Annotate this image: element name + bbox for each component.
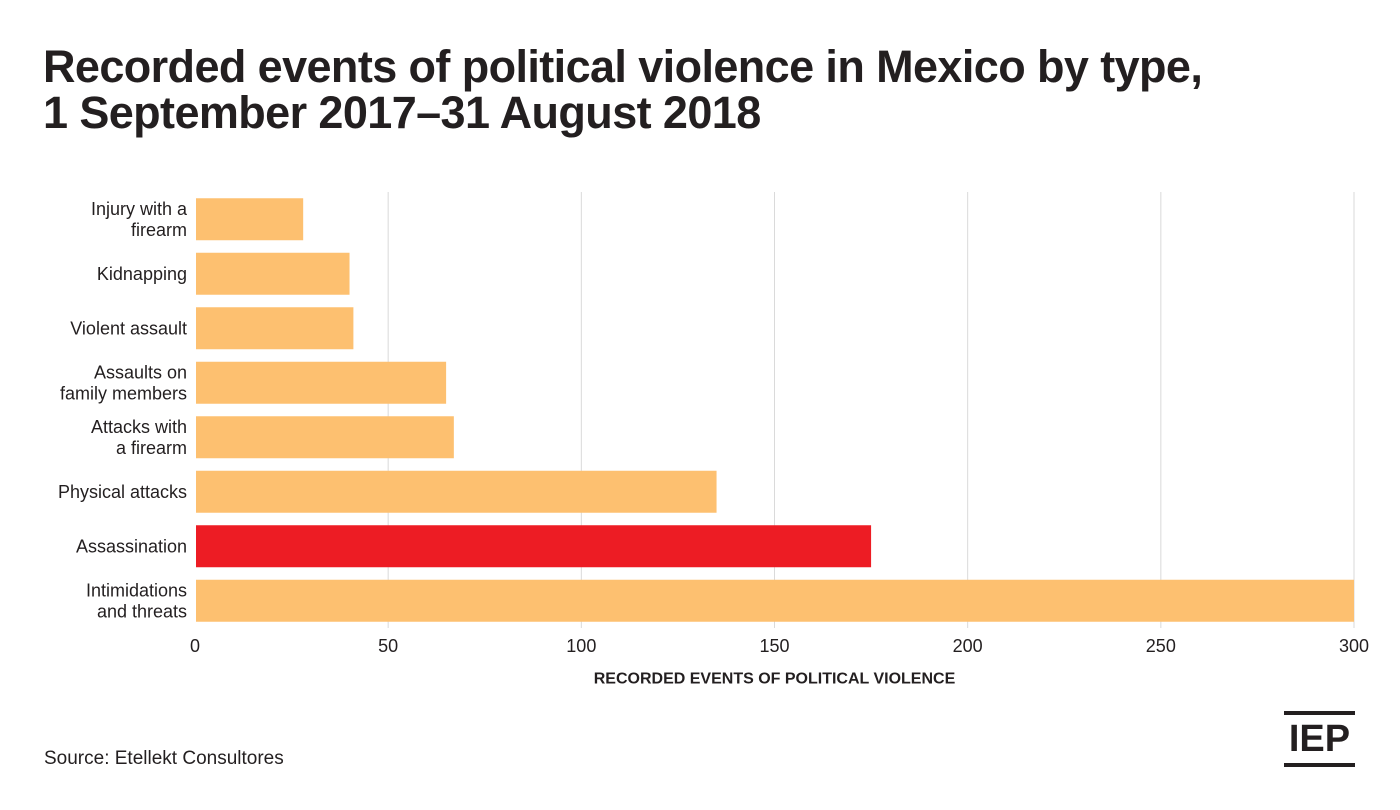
x-tick-label-150: 150: [759, 636, 789, 656]
source-note: Source: Etellekt Consultores: [44, 748, 284, 769]
category-label-2: Violent assault: [70, 318, 187, 338]
bar-chart: Injury with a firearm Kidnapping Violent as…: [58, 192, 1369, 688]
bar-4: [195, 416, 454, 459]
x-tick-label-100: 100: [566, 636, 596, 656]
logo-rule-bottom: [1284, 763, 1355, 767]
category-label-5: Physical attacks: [58, 482, 187, 502]
bar-5: [195, 470, 717, 513]
logo-rule-top: [1284, 711, 1355, 715]
iep-logo: IEP: [1284, 711, 1355, 767]
x-tick-label-0: 0: [190, 636, 200, 656]
bar-2: [195, 307, 354, 350]
bar-7: [195, 579, 1354, 622]
chart-title-line-2: 1 September 2017–31 August 2018: [43, 87, 761, 138]
category-label-line: Attacks with: [91, 417, 187, 437]
chart-title: Recorded events of political violence in…: [43, 44, 1373, 136]
category-label-0: Injury with a firearm: [91, 199, 188, 240]
x-axis-label: RECORDED EVENTS OF POLITICAL VIOLENCE: [594, 671, 956, 688]
logo-text: IEP: [1288, 718, 1351, 760]
category-label-1: Kidnapping: [97, 264, 187, 284]
x-tick-label-200: 200: [953, 636, 983, 656]
category-label-line: Assaults on: [94, 362, 187, 382]
category-label-line: a firearm: [116, 438, 187, 458]
category-label-line: Intimidations: [86, 580, 187, 600]
category-label-7: Intimidations and threats: [86, 580, 187, 621]
x-tick-label-300: 300: [1339, 636, 1369, 656]
category-label-4: Attacks with a firearm: [91, 417, 187, 458]
x-tick-label-250: 250: [1146, 636, 1176, 656]
bar-1: [195, 252, 350, 295]
category-label-line: Assassination: [76, 536, 187, 556]
category-label-3: Assaults on family members: [60, 362, 187, 403]
category-label-line: Injury with a: [91, 199, 188, 219]
bar-6: [195, 525, 872, 568]
category-label-line: Physical attacks: [58, 482, 187, 502]
category-label-line: Kidnapping: [97, 264, 187, 284]
bar-3: [195, 361, 447, 404]
category-label-6: Assassination: [76, 536, 187, 556]
category-label-line: Violent assault: [70, 318, 187, 338]
category-label-line: family members: [60, 383, 187, 403]
chart-title-line-1: Recorded events of political violence in…: [43, 41, 1203, 92]
category-label-line: firearm: [131, 220, 187, 240]
x-tick-label-50: 50: [378, 636, 398, 656]
category-label-line: and threats: [97, 601, 187, 621]
bar-0: [195, 198, 304, 241]
